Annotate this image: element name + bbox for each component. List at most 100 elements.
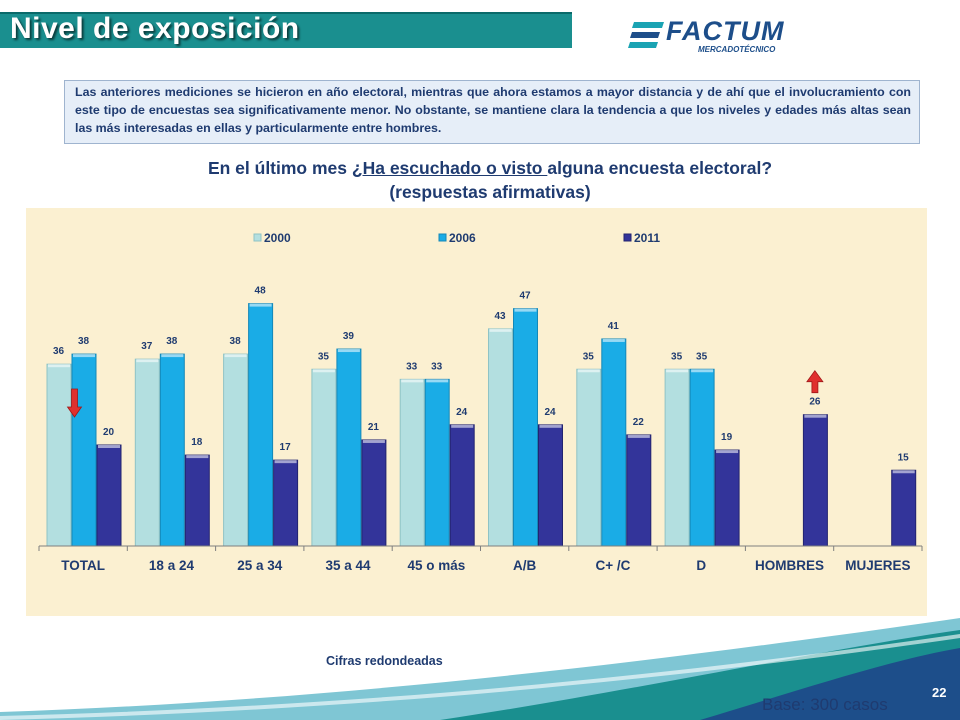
legend-label: 2011 bbox=[634, 231, 660, 245]
bar-highlight bbox=[426, 379, 449, 383]
data-label: 38 bbox=[166, 336, 178, 347]
bar-highlight bbox=[627, 434, 650, 438]
bar-2011 bbox=[273, 459, 299, 547]
page-title: Nivel de exposición bbox=[10, 12, 300, 45]
data-label: 22 bbox=[633, 417, 645, 428]
data-label: 35 bbox=[696, 351, 708, 362]
bar-highlight bbox=[401, 379, 424, 383]
category-label: D bbox=[696, 558, 706, 573]
data-label: 36 bbox=[53, 346, 65, 357]
question-post: alguna encuesta electoral? bbox=[547, 158, 773, 178]
bar-2000 bbox=[664, 368, 690, 547]
data-label: 41 bbox=[608, 321, 620, 332]
rounded-figures-note: Cifras redondeadas bbox=[326, 654, 443, 668]
bar-highlight bbox=[362, 439, 385, 443]
footer-wave bbox=[0, 618, 960, 720]
bar-highlight bbox=[274, 460, 297, 464]
bar-2000 bbox=[399, 378, 425, 547]
data-label: 48 bbox=[255, 286, 267, 297]
data-label: 20 bbox=[103, 427, 115, 438]
bar-2011 bbox=[714, 449, 740, 547]
bar-2000 bbox=[311, 368, 337, 547]
down-arrow-icon bbox=[66, 388, 83, 418]
bar-2000 bbox=[134, 358, 160, 547]
title-divider bbox=[0, 12, 572, 14]
bar-highlight bbox=[489, 328, 512, 332]
bar-2006 bbox=[71, 353, 97, 547]
data-label: 39 bbox=[343, 331, 355, 342]
category-label: 25 a 34 bbox=[237, 558, 283, 573]
bar-2006 bbox=[336, 348, 362, 547]
bar-highlight bbox=[514, 308, 537, 312]
bar-2006 bbox=[689, 368, 715, 547]
bar-highlight bbox=[249, 303, 272, 307]
bar-2011 bbox=[802, 414, 828, 547]
bar-2006 bbox=[424, 378, 450, 547]
bar-2011 bbox=[96, 444, 122, 547]
bar-2006 bbox=[159, 353, 185, 547]
data-label: 21 bbox=[368, 422, 380, 433]
data-label: 35 bbox=[318, 351, 330, 362]
bar-highlight bbox=[48, 364, 70, 368]
base-cases: Base: 300 casos bbox=[762, 695, 888, 714]
category-label: A/B bbox=[513, 558, 537, 573]
bar-highlight bbox=[337, 349, 360, 353]
bar-highlight bbox=[98, 445, 120, 448]
note-box: Las anteriores mediciones se hicieron en… bbox=[64, 80, 920, 144]
question-line2: (respuestas afirmativas) bbox=[389, 182, 591, 202]
bar-highlight bbox=[716, 450, 739, 454]
bar-chart: 2000 2006 2011 36 38 20 TOTAL 37 38 18 18 a 24 38 48… bbox=[38, 231, 923, 573]
bar-2011 bbox=[361, 439, 387, 547]
note-text: Las anteriores mediciones se hicieron en… bbox=[75, 85, 911, 135]
factum-logo: FACTUM MERCADOTÉCNICO bbox=[628, 14, 828, 56]
bar-2011 bbox=[538, 424, 563, 547]
bar-2006 bbox=[248, 303, 274, 547]
category-label: TOTAL bbox=[61, 558, 105, 573]
chart-question: En el último mes ¿Ha escuchado o visto a… bbox=[130, 156, 850, 204]
legend-swatch bbox=[623, 233, 632, 242]
legend-swatch bbox=[438, 233, 447, 242]
bar-highlight bbox=[666, 369, 689, 373]
bar-highlight bbox=[186, 455, 209, 459]
data-label: 35 bbox=[583, 351, 595, 362]
bar-2011 bbox=[184, 454, 210, 547]
bar-highlight bbox=[451, 424, 474, 428]
category-label: 45 o más bbox=[407, 558, 465, 573]
bar-highlight bbox=[539, 424, 562, 428]
data-label: 38 bbox=[230, 336, 242, 347]
logo-subtext: MERCADOTÉCNICO bbox=[698, 45, 776, 54]
category-label: 35 a 44 bbox=[326, 558, 372, 573]
bar-highlight bbox=[691, 369, 714, 373]
bar-highlight bbox=[161, 354, 184, 358]
logo-stripes-icon bbox=[628, 22, 664, 48]
data-label: 33 bbox=[431, 361, 443, 372]
legend-label: 2006 bbox=[449, 231, 476, 245]
bar-2000 bbox=[46, 363, 72, 547]
bar-highlight bbox=[804, 414, 827, 418]
data-label: 37 bbox=[141, 341, 153, 352]
data-label: 24 bbox=[456, 407, 468, 418]
logo-text: FACTUM bbox=[666, 16, 785, 46]
data-label: 19 bbox=[721, 432, 733, 443]
data-label: 24 bbox=[544, 407, 556, 418]
bar-2006 bbox=[601, 338, 627, 547]
bar-2006 bbox=[513, 308, 538, 547]
data-label: 35 bbox=[671, 351, 683, 362]
category-label: 18 a 24 bbox=[149, 558, 195, 573]
bar-highlight bbox=[136, 359, 159, 363]
bar-2000 bbox=[576, 368, 602, 547]
question-underlined: ¿Ha escuchado o visto bbox=[351, 158, 548, 178]
data-label: 15 bbox=[898, 452, 910, 463]
chart-panel: 2000 2006 2011 36 38 20 TOTAL 37 38 18 18 a 24 38 48… bbox=[26, 208, 927, 616]
category-label: MUJERES bbox=[845, 558, 910, 573]
legend-label: 2000 bbox=[264, 231, 291, 245]
bar-highlight bbox=[224, 354, 247, 358]
bar-highlight bbox=[312, 369, 335, 373]
data-label: 47 bbox=[519, 291, 531, 302]
bar-2011 bbox=[891, 469, 917, 547]
bar-2011 bbox=[449, 424, 475, 547]
data-label: 17 bbox=[280, 442, 292, 453]
question-pre: En el último mes bbox=[207, 158, 352, 178]
bar-2000 bbox=[223, 353, 249, 547]
bar-highlight bbox=[577, 369, 600, 373]
